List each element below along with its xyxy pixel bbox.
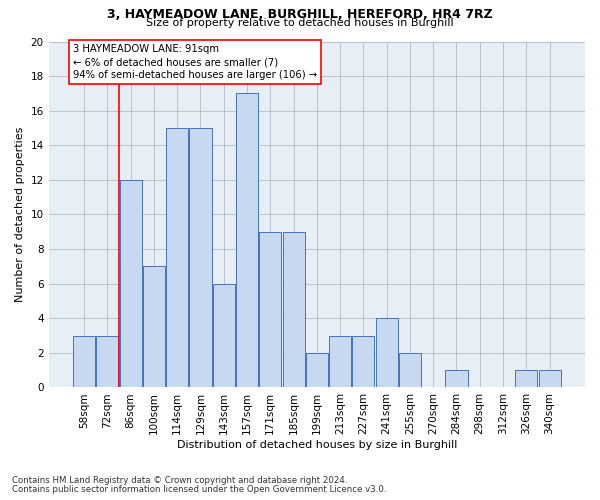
Bar bbox=[119, 180, 142, 388]
Bar bbox=[259, 232, 281, 388]
Bar bbox=[376, 318, 398, 388]
Text: Contains HM Land Registry data © Crown copyright and database right 2024.: Contains HM Land Registry data © Crown c… bbox=[12, 476, 347, 485]
Bar bbox=[539, 370, 560, 388]
Bar bbox=[515, 370, 538, 388]
Bar bbox=[445, 370, 467, 388]
Text: 3, HAYMEADOW LANE, BURGHILL, HEREFORD, HR4 7RZ: 3, HAYMEADOW LANE, BURGHILL, HEREFORD, H… bbox=[107, 8, 493, 20]
Bar bbox=[306, 353, 328, 388]
Bar bbox=[166, 128, 188, 388]
Bar bbox=[190, 128, 212, 388]
Bar bbox=[236, 94, 258, 388]
Text: 3 HAYMEADOW LANE: 91sqm
← 6% of detached houses are smaller (7)
94% of semi-deta: 3 HAYMEADOW LANE: 91sqm ← 6% of detached… bbox=[73, 44, 317, 80]
Bar bbox=[212, 284, 235, 388]
Bar bbox=[329, 336, 351, 388]
Bar bbox=[352, 336, 374, 388]
Bar bbox=[283, 232, 305, 388]
Text: Size of property relative to detached houses in Burghill: Size of property relative to detached ho… bbox=[146, 18, 454, 28]
Bar bbox=[73, 336, 95, 388]
Bar bbox=[399, 353, 421, 388]
Y-axis label: Number of detached properties: Number of detached properties bbox=[15, 127, 25, 302]
Bar bbox=[143, 266, 165, 388]
X-axis label: Distribution of detached houses by size in Burghill: Distribution of detached houses by size … bbox=[176, 440, 457, 450]
Bar bbox=[97, 336, 118, 388]
Text: Contains public sector information licensed under the Open Government Licence v3: Contains public sector information licen… bbox=[12, 485, 386, 494]
